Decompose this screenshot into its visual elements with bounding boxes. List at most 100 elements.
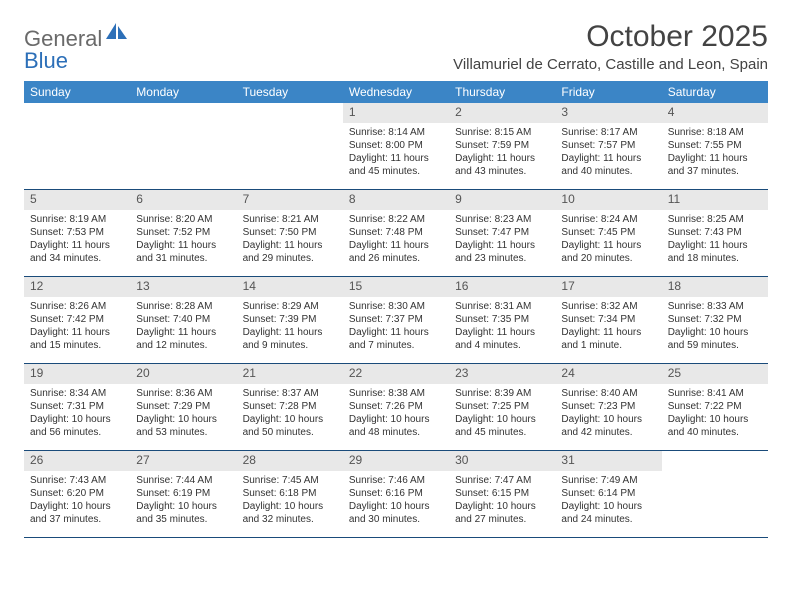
day-cell-23: 23Sunrise: 8:39 AMSunset: 7:25 PMDayligh… <box>449 364 555 450</box>
daylight-text: Daylight: 11 hours and 7 minutes. <box>349 326 443 352</box>
sunrise-text: Sunrise: 7:47 AM <box>455 474 549 487</box>
day-cell-20: 20Sunrise: 8:36 AMSunset: 7:29 PMDayligh… <box>130 364 236 450</box>
day-number: 7 <box>237 190 343 210</box>
sunrise-text: Sunrise: 7:49 AM <box>561 474 655 487</box>
day-body: Sunrise: 8:41 AMSunset: 7:22 PMDaylight:… <box>662 384 768 445</box>
month-title: October 2025 <box>453 20 768 54</box>
daylight-text: Daylight: 10 hours and 45 minutes. <box>455 413 549 439</box>
sunrise-text: Sunrise: 8:20 AM <box>136 213 230 226</box>
sunset-text: Sunset: 7:39 PM <box>243 313 337 326</box>
day-number: 21 <box>237 364 343 384</box>
sunrise-text: Sunrise: 8:22 AM <box>349 213 443 226</box>
sunrise-text: Sunrise: 8:30 AM <box>349 300 443 313</box>
day-cell-30: 30Sunrise: 7:47 AMSunset: 6:15 PMDayligh… <box>449 451 555 537</box>
sunset-text: Sunset: 7:59 PM <box>455 139 549 152</box>
sunset-text: Sunset: 7:26 PM <box>349 400 443 413</box>
daylight-text: Daylight: 11 hours and 26 minutes. <box>349 239 443 265</box>
daylight-text: Daylight: 10 hours and 48 minutes. <box>349 413 443 439</box>
daylight-text: Daylight: 11 hours and 1 minute. <box>561 326 655 352</box>
sunset-text: Sunset: 7:40 PM <box>136 313 230 326</box>
sunrise-text: Sunrise: 7:43 AM <box>30 474 124 487</box>
day-body: Sunrise: 8:26 AMSunset: 7:42 PMDaylight:… <box>24 297 130 358</box>
sunrise-text: Sunrise: 8:33 AM <box>668 300 762 313</box>
sunset-text: Sunset: 7:31 PM <box>30 400 124 413</box>
day-cell-29: 29Sunrise: 7:46 AMSunset: 6:16 PMDayligh… <box>343 451 449 537</box>
sunset-text: Sunset: 7:47 PM <box>455 226 549 239</box>
day-cell-31: 31Sunrise: 7:49 AMSunset: 6:14 PMDayligh… <box>555 451 661 537</box>
day-body: Sunrise: 8:21 AMSunset: 7:50 PMDaylight:… <box>237 210 343 271</box>
sunrise-text: Sunrise: 8:28 AM <box>136 300 230 313</box>
day-body: Sunrise: 8:38 AMSunset: 7:26 PMDaylight:… <box>343 384 449 445</box>
sunset-text: Sunset: 7:37 PM <box>349 313 443 326</box>
sunrise-text: Sunrise: 7:45 AM <box>243 474 337 487</box>
day-header-wednesday: Wednesday <box>343 81 449 103</box>
sunset-text: Sunset: 7:50 PM <box>243 226 337 239</box>
empty-day-cell <box>24 103 130 189</box>
day-number: 4 <box>662 103 768 123</box>
sunset-text: Sunset: 7:28 PM <box>243 400 337 413</box>
day-number: 18 <box>662 277 768 297</box>
day-cell-13: 13Sunrise: 8:28 AMSunset: 7:40 PMDayligh… <box>130 277 236 363</box>
day-body: Sunrise: 8:25 AMSunset: 7:43 PMDaylight:… <box>662 210 768 271</box>
day-body: Sunrise: 8:34 AMSunset: 7:31 PMDaylight:… <box>24 384 130 445</box>
day-number: 19 <box>24 364 130 384</box>
day-header-thursday: Thursday <box>449 81 555 103</box>
sunrise-text: Sunrise: 8:36 AM <box>136 387 230 400</box>
daylight-text: Daylight: 11 hours and 43 minutes. <box>455 152 549 178</box>
week-row: 26Sunrise: 7:43 AMSunset: 6:20 PMDayligh… <box>24 451 768 538</box>
empty-day-cell <box>130 103 236 189</box>
day-cell-18: 18Sunrise: 8:33 AMSunset: 7:32 PMDayligh… <box>662 277 768 363</box>
day-number <box>662 451 768 471</box>
day-body: Sunrise: 8:39 AMSunset: 7:25 PMDaylight:… <box>449 384 555 445</box>
daylight-text: Daylight: 11 hours and 29 minutes. <box>243 239 337 265</box>
day-cell-4: 4Sunrise: 8:18 AMSunset: 7:55 PMDaylight… <box>662 103 768 189</box>
day-body: Sunrise: 8:18 AMSunset: 7:55 PMDaylight:… <box>662 123 768 184</box>
sunset-text: Sunset: 8:00 PM <box>349 139 443 152</box>
sunset-text: Sunset: 7:48 PM <box>349 226 443 239</box>
daylight-text: Daylight: 11 hours and 15 minutes. <box>30 326 124 352</box>
day-number <box>130 103 236 123</box>
day-cell-3: 3Sunrise: 8:17 AMSunset: 7:57 PMDaylight… <box>555 103 661 189</box>
sunset-text: Sunset: 7:55 PM <box>668 139 762 152</box>
sunset-text: Sunset: 6:18 PM <box>243 487 337 500</box>
day-number: 13 <box>130 277 236 297</box>
day-cell-19: 19Sunrise: 8:34 AMSunset: 7:31 PMDayligh… <box>24 364 130 450</box>
day-cell-5: 5Sunrise: 8:19 AMSunset: 7:53 PMDaylight… <box>24 190 130 276</box>
day-number: 12 <box>24 277 130 297</box>
daylight-text: Daylight: 11 hours and 20 minutes. <box>561 239 655 265</box>
day-number: 31 <box>555 451 661 471</box>
daylight-text: Daylight: 10 hours and 56 minutes. <box>30 413 124 439</box>
sunset-text: Sunset: 7:42 PM <box>30 313 124 326</box>
sunrise-text: Sunrise: 7:44 AM <box>136 474 230 487</box>
sunrise-text: Sunrise: 7:46 AM <box>349 474 443 487</box>
sunrise-text: Sunrise: 8:37 AM <box>243 387 337 400</box>
day-body: Sunrise: 7:46 AMSunset: 6:16 PMDaylight:… <box>343 471 449 532</box>
sunrise-text: Sunrise: 8:17 AM <box>561 126 655 139</box>
day-body: Sunrise: 8:32 AMSunset: 7:34 PMDaylight:… <box>555 297 661 358</box>
day-body: Sunrise: 8:22 AMSunset: 7:48 PMDaylight:… <box>343 210 449 271</box>
day-number: 24 <box>555 364 661 384</box>
day-number: 16 <box>449 277 555 297</box>
sunset-text: Sunset: 7:35 PM <box>455 313 549 326</box>
week-row: 12Sunrise: 8:26 AMSunset: 7:42 PMDayligh… <box>24 277 768 364</box>
daylight-text: Daylight: 11 hours and 34 minutes. <box>30 239 124 265</box>
daylight-text: Daylight: 11 hours and 18 minutes. <box>668 239 762 265</box>
sunset-text: Sunset: 7:43 PM <box>668 226 762 239</box>
day-body: Sunrise: 8:30 AMSunset: 7:37 PMDaylight:… <box>343 297 449 358</box>
day-body: Sunrise: 7:49 AMSunset: 6:14 PMDaylight:… <box>555 471 661 532</box>
day-number: 10 <box>555 190 661 210</box>
day-cell-9: 9Sunrise: 8:23 AMSunset: 7:47 PMDaylight… <box>449 190 555 276</box>
day-body: Sunrise: 7:43 AMSunset: 6:20 PMDaylight:… <box>24 471 130 532</box>
day-cell-2: 2Sunrise: 8:15 AMSunset: 7:59 PMDaylight… <box>449 103 555 189</box>
sunset-text: Sunset: 7:57 PM <box>561 139 655 152</box>
day-cell-10: 10Sunrise: 8:24 AMSunset: 7:45 PMDayligh… <box>555 190 661 276</box>
day-number: 26 <box>24 451 130 471</box>
daylight-text: Daylight: 10 hours and 37 minutes. <box>30 500 124 526</box>
sunrise-text: Sunrise: 8:40 AM <box>561 387 655 400</box>
sunrise-text: Sunrise: 8:38 AM <box>349 387 443 400</box>
sunset-text: Sunset: 7:45 PM <box>561 226 655 239</box>
daylight-text: Daylight: 10 hours and 32 minutes. <box>243 500 337 526</box>
day-body: Sunrise: 8:24 AMSunset: 7:45 PMDaylight:… <box>555 210 661 271</box>
sunrise-text: Sunrise: 8:19 AM <box>30 213 124 226</box>
day-number: 1 <box>343 103 449 123</box>
